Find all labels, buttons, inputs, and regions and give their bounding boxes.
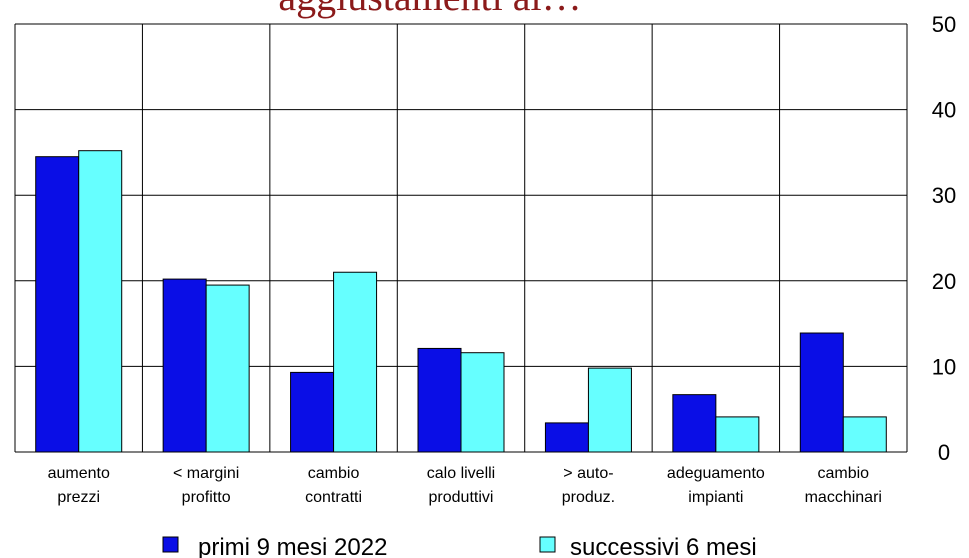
bar-series0-cat1 [162,278,207,453]
x-tick-label-4: > auto-produz. [562,465,615,506]
bar-series1-cat0 [78,150,123,453]
bar-series0-cat5 [672,394,717,453]
bar-series1-cat5 [715,416,760,453]
y-tick-label-1: 10 [932,354,956,379]
chart-title: aggiustamenti al… [278,0,581,19]
bar-series0-cat6 [799,332,844,453]
bar-series1-cat4 [587,367,632,453]
y-axis-ticks: 0 10 20 30 40 50 [932,12,956,465]
bar-series1-cat2 [333,271,378,453]
legend-swatch-0 [162,536,179,553]
bar-series0-cat2 [290,371,335,453]
bar-series0-cat4 [544,422,589,453]
x-tick-label-2: cambio contratti [305,465,362,506]
x-tick-label-0: aumento prezzi [48,465,110,506]
bar-series1-cat3 [460,352,505,453]
legend-label-0: primi 9 mesi 2022 [198,534,387,558]
legend-label-1: successivi 6 mesi [570,534,757,558]
y-tick-label-0: 0 [938,440,950,465]
x-tick-label-6: cambio macchinari [805,465,882,506]
legend: primi 9 mesi 2022 successivi 6 mesi [162,534,757,558]
x-axis-labels: aumento prezzi < margini profitto cambio cont… [48,465,882,506]
bars [35,150,887,453]
y-tick-label-3: 30 [932,183,956,208]
x-tick-label-1: < margini profitto [173,465,239,506]
y-tick-label-4: 40 [932,98,956,123]
legend-swatch-1 [539,536,556,553]
x-tick-label-5: adeguamento impianti [667,465,765,506]
bar-series1-cat6 [842,416,887,453]
bar-series1-cat1 [205,284,250,453]
y-tick-label-2: 20 [932,269,956,294]
x-tick-label-3: calo livelli produttivi [427,465,495,506]
bar-series0-cat3 [417,347,462,453]
y-tick-label-5: 50 [932,12,956,37]
bar-series0-cat0 [35,156,80,453]
